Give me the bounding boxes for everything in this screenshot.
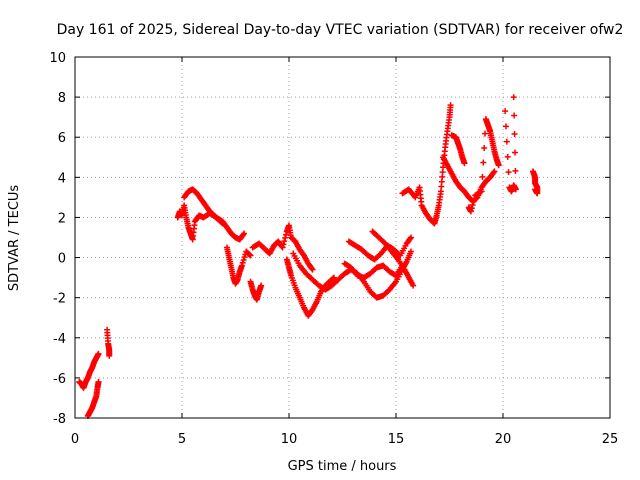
data-point-marker [407,248,414,255]
data-point-marker [258,282,265,289]
data-point-marker [95,350,102,357]
series-arc-f [223,244,254,287]
data-point-marker [247,252,254,259]
data-point-marker [479,173,486,180]
data-point-marker [511,131,518,138]
data-point-marker [504,153,511,160]
y-tick-label: 10 [49,51,66,66]
x-tick-label: 25 [602,432,619,447]
data-point-marker [246,251,253,258]
axis-ticks: 0 5 10 15 20 25 -8 -6 -4 -2 0 2 4 6 8 10 [49,51,618,447]
series-arc-m [369,228,417,289]
data-point-marker [532,186,539,193]
data-point-marker [240,231,247,238]
data-point-marker [279,244,286,251]
data-point-marker [491,168,498,175]
data-point-marker [503,138,510,145]
y-tick-label: -8 [53,412,66,427]
data-point-marker [330,274,337,281]
data-point-marker [219,220,226,227]
data-point-marker [467,208,474,215]
data-point-marker [280,241,287,248]
data-point-marker [512,186,519,193]
data-point-marker [281,238,288,245]
series-arc-r [502,94,519,195]
data-point-marker [490,169,497,176]
y-tick-label: 8 [58,91,66,106]
x-tick-label: 5 [178,432,186,447]
x-axis-label: GPS time / hours [288,459,397,474]
plot-frame [74,56,611,419]
y-tick-label: 0 [58,252,66,267]
series-arc-h [249,222,316,273]
data-point-marker [511,112,518,119]
grid-lines [75,57,610,418]
data-point-marker [106,352,113,359]
data-point-marker [502,108,509,115]
data-point-marker [407,235,414,242]
y-tick-label: -6 [53,372,66,387]
y-axis-label: SDTVAR / TECUs [7,185,22,292]
data-point-marker [469,202,476,209]
series-arc-k [341,260,406,281]
data-point-marker [241,230,248,237]
data-point-marker [468,205,475,212]
series-arc-o [440,154,498,205]
data-point-marker [95,378,102,385]
data-point-marker [495,162,502,169]
data-point-marker [410,282,417,289]
data-point-marker [502,123,509,130]
data-point-marker [470,198,477,205]
data-point-marker [240,256,247,263]
series-arc-q [465,116,502,215]
data-point-marker [478,188,485,195]
series-arc-b [84,378,102,419]
y-tick-label: 2 [58,211,66,226]
series-arc-p [448,132,468,167]
data-point-marker [461,160,468,167]
data-point-marker [481,145,488,152]
data-point-marker [447,102,454,109]
data-point-marker [511,149,518,156]
data-point-marker [510,94,517,101]
data-point-marker [218,219,225,226]
x-tick-label: 15 [388,432,405,447]
series-arc-e [181,186,226,227]
data-point-marker [512,167,519,174]
chart-title: Day 161 of 2025, Sidereal Day-to-day VTE… [57,22,624,38]
data-point-marker [238,262,245,269]
data-point-marker [239,259,246,266]
y-tick-label: 6 [58,131,66,146]
data-point-marker [482,130,489,137]
data-point-marker [309,266,316,273]
data-point-marker [407,234,414,241]
series-arc-n [399,102,454,227]
data-point-marker [282,234,289,241]
x-tick-label: 10 [281,432,298,447]
y-tick-label: -4 [53,332,66,347]
data-point-marker [308,265,315,272]
series-arc-a [76,350,102,391]
data-point-marker [241,254,248,261]
y-tick-label: 4 [58,171,66,186]
data-markers [76,94,541,419]
data-point-marker [330,275,337,282]
data-point-marker [480,159,487,166]
series-arc-s [529,168,541,197]
series-arc-g [247,278,265,303]
x-tick-label: 0 [71,432,79,447]
x-tick-label: 20 [495,432,512,447]
y-tick-label: -2 [53,292,66,307]
series-arc-c [104,326,113,359]
data-point-marker [471,195,478,202]
data-point-marker [505,169,512,176]
